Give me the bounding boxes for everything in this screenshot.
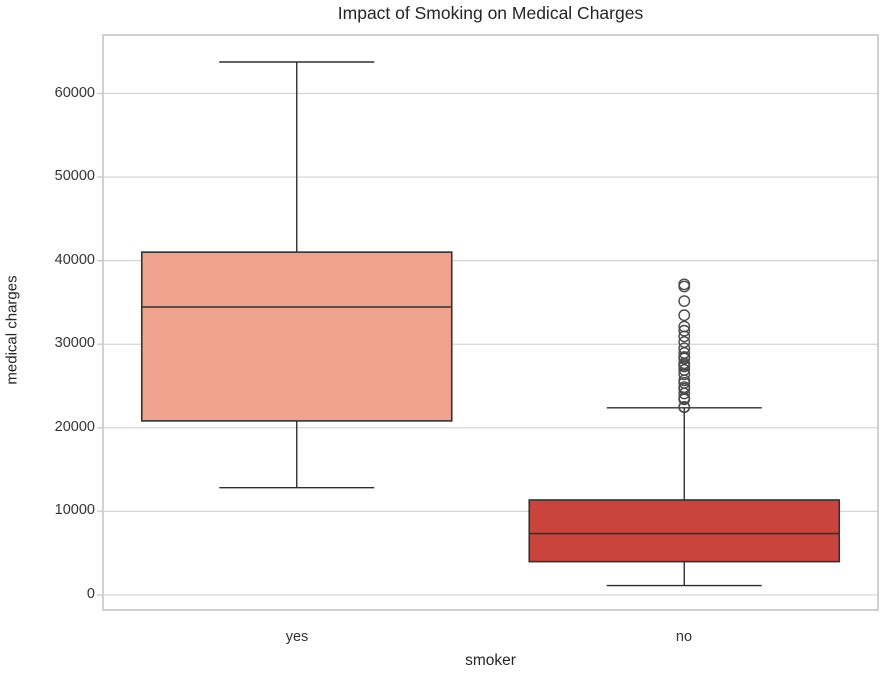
y-tick-label: 30000 [54, 335, 95, 352]
box-yes [140, 251, 453, 422]
outlier-point [678, 324, 691, 337]
chart-title: Impact of Smoking on Medical Charges [337, 3, 644, 23]
outlier-point [678, 387, 691, 400]
outlier-point [678, 393, 691, 406]
y-axis-label: medical charges [3, 275, 21, 385]
outlier-point [678, 352, 691, 365]
plot-border [102, 34, 879, 611]
x-tick-label-no: no [675, 629, 693, 645]
y-tick-label: 40000 [54, 251, 95, 268]
outlier-point [678, 309, 691, 322]
outlier-point [678, 401, 691, 414]
box-no [528, 499, 841, 563]
x-tick-label-yes: yes [285, 629, 309, 645]
y-tick-label: 0 [86, 585, 95, 602]
x-axis-label: smoker [465, 652, 516, 669]
outlier-point [678, 295, 691, 308]
outlier-point [678, 360, 691, 373]
outlier-point [678, 368, 691, 381]
y-tick-label: 10000 [54, 502, 95, 519]
y-tick-label: 20000 [54, 418, 95, 435]
y-tick-label: 50000 [54, 168, 95, 185]
outlier-point [678, 280, 691, 293]
y-tick-label: 60000 [54, 84, 95, 101]
outlier-point [678, 330, 691, 343]
